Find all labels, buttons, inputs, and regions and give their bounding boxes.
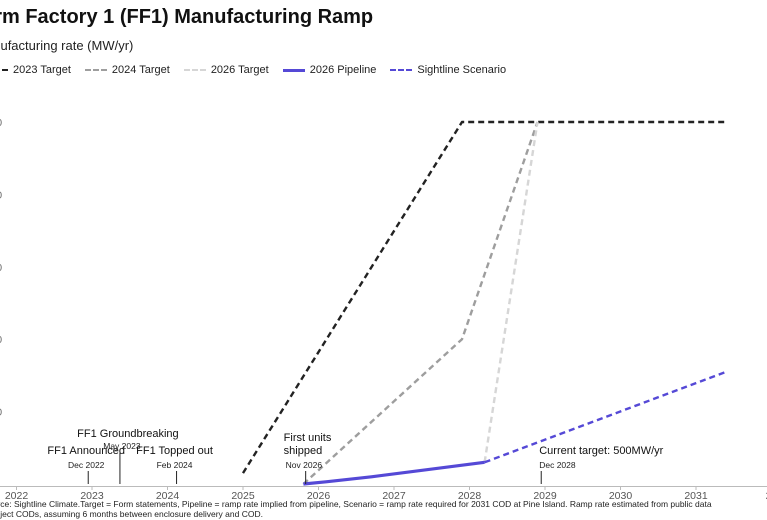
x-tick-label: 2027 (382, 490, 406, 502)
y-axis-label: anufacturing rate (MW/yr) (0, 38, 134, 53)
annotation-label: Current target: 500MW/yr (539, 445, 663, 457)
x-tick-label: 2023 (80, 490, 104, 502)
annotation-date: Feb 2024 (157, 460, 193, 470)
annotation-date: Nov 2026 (286, 460, 323, 470)
legend-item-2023-target: 2023 Target (0, 64, 71, 76)
legend-label-2026-pipeline: 2026 Pipeline (309, 64, 377, 76)
series-line-2026-target (483, 121, 539, 463)
x-tick-label: 2025 (231, 490, 255, 502)
y-tick-label: 0 (0, 335, 2, 346)
annotation-label: FF1 Groundbreaking (77, 428, 179, 440)
x-tick-label: 2028 (458, 490, 482, 502)
legend-label-2023-target: 2023 Target (13, 64, 71, 76)
annotation-label: shipped (284, 445, 323, 457)
x-tick-label: 2031 (684, 490, 708, 502)
legend-item-sightline-scenario: Sightline Scenario (390, 64, 506, 76)
x-tick-label: 2022 (5, 490, 29, 502)
source-note-line-2: project CODs, assuming 6 months between … (0, 509, 263, 519)
legend-swatch-2024-target (84, 69, 107, 71)
y-tick-label: 0 (0, 118, 2, 129)
legend-label-2024-target: 2024 Target (111, 64, 170, 76)
series-line-2026-pipeline (303, 460, 485, 486)
annotation-date: Dec 2028 (539, 460, 576, 470)
x-tick-label: 20 (766, 490, 767, 502)
y-tick-label: 0 (0, 408, 2, 419)
x-tick-label: 2029 (533, 490, 557, 502)
source-note: ource: Sightline Climate.Target = Form s… (0, 499, 728, 519)
series-line-2024-target (302, 121, 539, 485)
annotation-label: FF1 Topped out (136, 445, 213, 457)
series-line-sightline-scenario (484, 370, 727, 464)
legend: 2023 Target 2024 Target 2026 Target 2026… (0, 62, 506, 78)
legend-swatch-2026-pipeline (282, 68, 305, 72)
legend-item-2026-pipeline: 2026 Pipeline (282, 64, 377, 76)
x-tick-label: 2026 (307, 490, 331, 502)
series-line-2023-target (241, 120, 727, 474)
x-tick-label: 2030 (609, 490, 633, 502)
annotation-label: FF1 Announced (47, 445, 125, 457)
legend-label-sightline-scenario: Sightline Scenario (417, 64, 507, 76)
legend-label-2026-target: 2026 Target (210, 64, 269, 76)
legend-item-2026-target: 2026 Target (183, 64, 269, 76)
legend-item-2024-target: 2024 Target (84, 64, 170, 76)
legend-swatch-2026-target (183, 69, 206, 71)
annotation-date: May 2023 (103, 441, 141, 451)
legend-swatch-sightline-scenario (390, 69, 413, 71)
annotation-date: Dec 2022 (68, 460, 105, 470)
y-tick-label: 0 (0, 190, 2, 201)
chart-title: orm Factory 1 (FF1) Manufacturing Ramp (0, 6, 374, 28)
x-tick-label: 2024 (156, 490, 180, 502)
annotation-label: First units (284, 432, 332, 444)
source-note-line-1: ource: Sightline Climate.Target = Form s… (0, 499, 712, 509)
y-tick-label: 0 (0, 263, 2, 274)
legend-swatch-2023-target (0, 69, 8, 71)
